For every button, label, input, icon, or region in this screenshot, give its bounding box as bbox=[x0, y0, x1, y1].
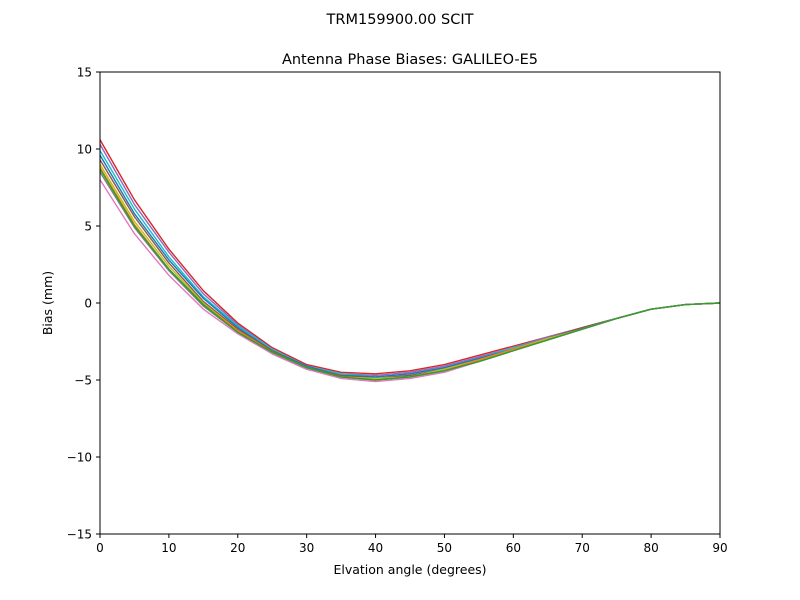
y-tick-label: −10 bbox=[67, 451, 92, 465]
y-tick-label: −5 bbox=[74, 374, 92, 388]
chart-title: Antenna Phase Biases: GALILEO-E5 bbox=[282, 52, 538, 68]
y-tick-label: 5 bbox=[84, 220, 92, 234]
figure-suptitle: TRM159900.00 SCIT bbox=[326, 12, 474, 28]
x-tick-label: 50 bbox=[437, 541, 452, 555]
y-tick-label: −15 bbox=[67, 528, 92, 542]
x-tick-label: 90 bbox=[712, 541, 727, 555]
x-tick-label: 70 bbox=[575, 541, 590, 555]
x-tick-label: 20 bbox=[230, 541, 245, 555]
y-tick-label: 10 bbox=[77, 143, 92, 157]
x-tick-label: 80 bbox=[643, 541, 658, 555]
y-tick-label: 15 bbox=[77, 66, 92, 80]
series-layer bbox=[99, 139, 721, 383]
y-axis-label: Bias (mm) bbox=[40, 271, 55, 335]
x-axis-label: Elvation angle (degrees) bbox=[333, 562, 486, 577]
x-tick-label: 30 bbox=[299, 541, 314, 555]
x-tick-label: 0 bbox=[96, 541, 104, 555]
x-axis-ticks: 0 10 20 30 40 50 60 70 80 90 bbox=[96, 534, 728, 555]
y-tick-label: 0 bbox=[84, 297, 92, 311]
series-line-10 bbox=[99, 168, 721, 381]
x-tick-label: 10 bbox=[161, 541, 176, 555]
plot-frame bbox=[99, 71, 721, 535]
x-tick-label: 40 bbox=[368, 541, 383, 555]
x-tick-label: 60 bbox=[506, 541, 521, 555]
y-axis-ticks: −15 −10 −5 0 5 10 15 bbox=[67, 66, 100, 542]
